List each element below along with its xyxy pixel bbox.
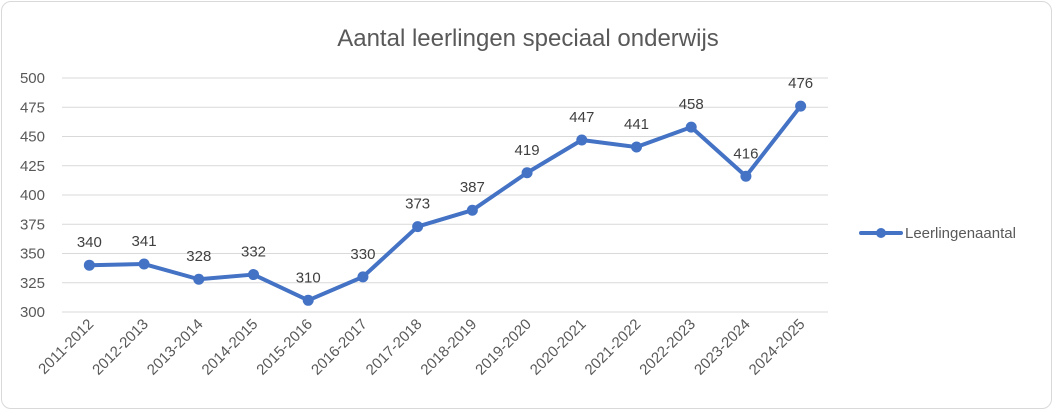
- y-tick-label: 350: [20, 246, 45, 263]
- data-point: [193, 273, 205, 285]
- data-label: 340: [77, 234, 102, 251]
- data-label: 330: [350, 246, 375, 263]
- x-tick-label: 2015-2016: [253, 316, 316, 379]
- data-label: 328: [186, 248, 211, 265]
- data-point: [302, 294, 314, 306]
- data-label: 387: [460, 179, 485, 196]
- data-point: [466, 204, 478, 216]
- data-label: 332: [241, 244, 266, 261]
- x-tick-label: 2014-2015: [199, 316, 262, 379]
- data-labels: 340 341 328 332 310 330 373 387 419 447 441 458 416 4…: [77, 75, 813, 286]
- x-tick-label: 2011-2012: [35, 316, 97, 378]
- data-label: 373: [405, 196, 430, 213]
- x-tick-label: 2012-2013: [89, 316, 152, 379]
- data-point: [685, 121, 697, 133]
- data-point: [631, 141, 642, 153]
- data-point: [795, 100, 807, 112]
- x-tick-label: 2019-2020: [472, 316, 535, 379]
- x-tick-label: 2016-2017: [308, 316, 371, 379]
- legend-point-marker: [876, 228, 886, 238]
- x-tick-label: 2022-2023: [636, 316, 699, 379]
- x-tick-label: 2017-2018: [363, 316, 426, 379]
- data-point: [740, 170, 752, 182]
- data-label: 310: [296, 269, 321, 286]
- data-label: 341: [132, 233, 157, 250]
- x-tick-label: 2018-2019: [417, 316, 480, 379]
- data-point: [412, 221, 424, 233]
- chart-title: Aantal leerlingen speciaal onderwijs: [337, 25, 719, 52]
- data-label: 458: [679, 96, 704, 113]
- data-point: [357, 271, 369, 283]
- legend-label: Leerlingenaantal: [905, 225, 1016, 242]
- y-tick-label: 475: [20, 99, 45, 116]
- y-tick-label: 500: [20, 70, 45, 87]
- data-point: [138, 258, 150, 270]
- y-tick-label: 325: [20, 275, 45, 292]
- data-label: 447: [569, 109, 594, 126]
- data-label: 416: [733, 145, 758, 162]
- data-label: 419: [515, 142, 540, 159]
- data-point: [248, 269, 259, 281]
- y-tick-label: 450: [20, 129, 45, 146]
- x-tick-label: 2024-2025: [746, 316, 809, 379]
- series-line: [87, 104, 803, 303]
- y-tick-label: 425: [20, 158, 45, 175]
- x-tick-label: 2023-2024: [691, 316, 754, 379]
- legend: Leerlingenaantal: [859, 225, 1016, 242]
- gridlines: [62, 77, 828, 313]
- y-tick-label: 400: [20, 187, 45, 204]
- x-tick-label: 2013-2014: [144, 316, 207, 379]
- x-tick-label: 2020-2021: [527, 316, 590, 379]
- y-tick-label: 300: [20, 304, 45, 321]
- x-axis-tick-labels: 2011-20122012-20132013-20142014-20152015…: [35, 316, 808, 379]
- data-point: [83, 259, 95, 271]
- data-label: 441: [624, 116, 649, 133]
- data-point: [576, 134, 588, 146]
- series-group: [83, 100, 807, 306]
- data-point: [521, 167, 533, 179]
- data-label: 476: [788, 75, 813, 92]
- y-tick-label: 375: [20, 216, 45, 233]
- x-tick-label: 2021-2022: [582, 316, 645, 379]
- y-axis-tick-labels: 300 325 350 375 400 425 450 475 500: [20, 70, 45, 321]
